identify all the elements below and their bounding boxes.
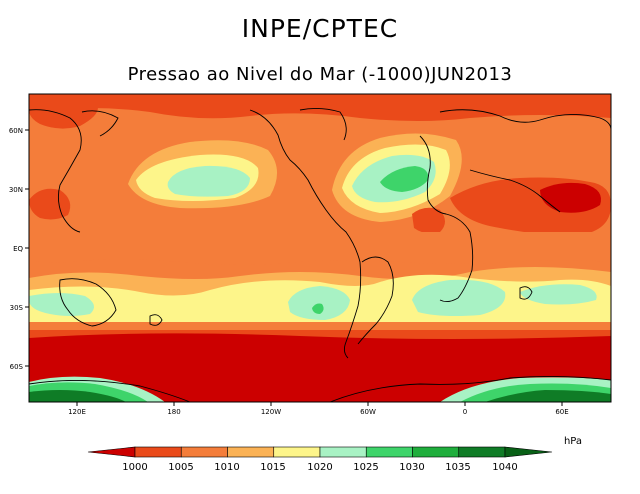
legend-level-label: 1015 — [260, 462, 285, 473]
legend-swatch — [458, 446, 506, 458]
field-1005-siberia — [29, 94, 98, 129]
legend-swatch-below — [87, 446, 136, 458]
field-1025-npac — [167, 165, 250, 197]
field-1005-sahara — [412, 207, 445, 234]
map-subtitle: Pressao ao Nivel do Mar (-1000)JUN2013 — [127, 64, 513, 85]
main-title: INPE/CPTEC — [241, 14, 399, 43]
legend-swatch — [273, 446, 321, 458]
y-tick-label: 30N — [9, 186, 23, 194]
x-tick-label: 180 — [167, 408, 180, 416]
field-1005-china — [29, 188, 71, 220]
x-tick-label: 0 — [463, 408, 467, 416]
legend-swatch — [365, 446, 413, 458]
field-1025-spac — [288, 286, 350, 320]
field-1030-spac — [312, 303, 324, 314]
legend-swatch — [180, 446, 228, 458]
pressure-field — [29, 94, 611, 402]
x-tick-label: 120W — [261, 408, 281, 416]
y-tick-label: 60N — [9, 127, 23, 135]
field-1010-tropics — [29, 232, 611, 265]
legend-level-label: 1025 — [353, 462, 378, 473]
legend-level-label: 1000 — [122, 462, 147, 473]
y-tick-label: EQ — [13, 245, 23, 253]
field-1025-australia — [29, 293, 94, 316]
legend-level-label: 1040 — [492, 462, 517, 473]
axis-ticks — [25, 129, 563, 406]
y-tick-label: 30S — [10, 304, 24, 312]
legend-swatch-above — [504, 446, 553, 458]
legend-unit: hPa — [564, 436, 582, 447]
legend-swatch — [134, 446, 182, 458]
legend-level-label: 1005 — [168, 462, 193, 473]
field-1040-antarctica-e — [485, 390, 611, 402]
legend-level-label: 1035 — [445, 462, 470, 473]
legend-swatch — [319, 446, 367, 458]
legend-swatch — [227, 446, 275, 458]
legend-level-label: 1030 — [399, 462, 424, 473]
legend-swatch — [412, 446, 460, 458]
x-tick-label: 60E — [555, 408, 568, 416]
legend-level-label: 1020 — [307, 462, 332, 473]
field-1030-natl — [380, 166, 429, 192]
y-tick-label: 60S — [10, 363, 24, 371]
field-1005-north — [29, 94, 611, 121]
legend-swatches — [87, 446, 553, 458]
legend-level-label: 1010 — [214, 462, 239, 473]
field-1000-asia — [540, 182, 601, 213]
x-tick-label: 120E — [68, 408, 86, 416]
field-1000-south — [29, 333, 611, 402]
field-1040-antarctica-w — [29, 390, 126, 402]
coastlines — [29, 107, 611, 402]
x-tick-label: 60W — [360, 408, 376, 416]
field-1025-sind — [520, 284, 597, 305]
color-legend: hPa 1000 1005 1010 1015 1020 1025 1030 1… — [87, 436, 582, 473]
